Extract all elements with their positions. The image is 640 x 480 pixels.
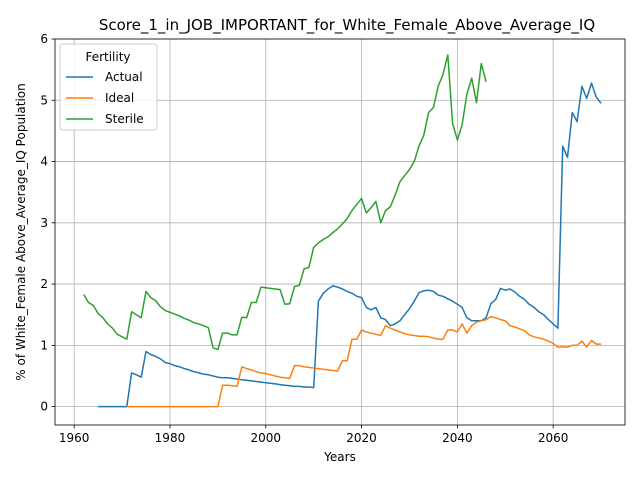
- plot-frame: [54, 38, 626, 426]
- legend: Fertility Actual Ideal Sterile: [59, 43, 158, 131]
- series-lines: [83, 54, 602, 408]
- series-line-actual: [98, 82, 602, 408]
- x-tick-label: 2020: [346, 431, 377, 445]
- legend-box: [59, 43, 158, 131]
- y-tick-label: 6: [40, 32, 48, 46]
- grid-lines: [55, 38, 625, 425]
- y-tick-label: 5: [40, 93, 48, 107]
- series-line-sterile: [83, 54, 487, 351]
- y-axis-label: % of White_Female Above_Average_IQ Popul…: [14, 83, 28, 380]
- x-tick-label: 1980: [155, 431, 186, 445]
- legend-title: Fertility: [85, 50, 130, 64]
- y-tick-label: 4: [40, 155, 48, 169]
- legend-label-sterile: Sterile: [105, 112, 144, 126]
- y-axis-ticks: 0 1 2 3 4 5 6: [40, 32, 55, 414]
- x-tick-label: 2060: [538, 431, 569, 445]
- legend-label-ideal: Ideal: [105, 91, 134, 105]
- y-tick-label: 0: [40, 400, 48, 414]
- y-tick-label: 2: [40, 277, 48, 291]
- y-tick-label: 3: [40, 216, 48, 230]
- y-tick-label: 1: [40, 338, 48, 352]
- x-axis-label: Years: [323, 450, 356, 464]
- series-line-ideal: [126, 315, 602, 408]
- x-tick-label: 2000: [250, 431, 281, 445]
- legend-label-actual: Actual: [105, 70, 143, 84]
- x-tick-label: 1960: [59, 431, 90, 445]
- chart-title: Score_1_in_JOB_IMPORTANT_for_White_Femal…: [99, 16, 595, 35]
- x-axis-ticks: 1960 1980 2000 2020 2040 2060: [59, 425, 569, 445]
- x-tick-label: 2040: [442, 431, 473, 445]
